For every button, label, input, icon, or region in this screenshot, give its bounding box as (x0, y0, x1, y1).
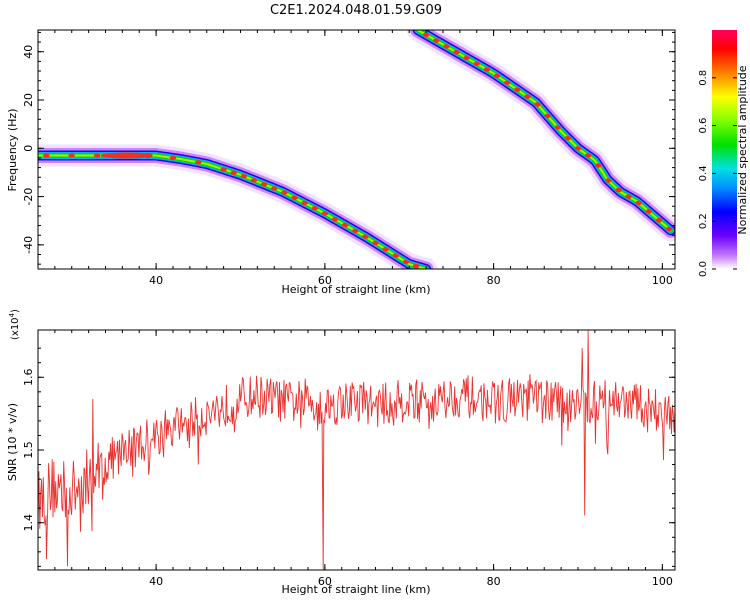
snr-x-axis-label: Height of straight line (km) (281, 583, 430, 596)
ridge-2-peak (473, 61, 480, 66)
ridge-2-peak (605, 178, 612, 183)
colorbar-ticks: 0.0 0.2 0.4 0.6 0.8 (698, 70, 737, 277)
ridge-2-peak (453, 50, 460, 55)
x-tick-label: 100 (652, 274, 673, 287)
ridge-1-peak (291, 195, 298, 200)
ridge-2-peak (483, 67, 491, 72)
colorbar-tick-label: 0.2 (698, 213, 709, 229)
ridge-2-peak (503, 80, 511, 85)
y-tick-label: 1.6 (22, 369, 35, 387)
ridge-1-peak (100, 152, 153, 159)
colorbar-tick-label: 0.4 (698, 165, 709, 181)
ridge-2-peak (595, 163, 602, 168)
ridge-1-peak (240, 174, 248, 179)
ridge-1-peak (281, 190, 288, 195)
ridge-2-peak (625, 194, 632, 199)
ridge-2-peak (463, 55, 470, 61)
ridge-1-peak (402, 259, 410, 265)
ridge-2-peak (433, 38, 440, 43)
ridge-1-peak (230, 170, 237, 175)
spectrogram-frame (37, 29, 676, 270)
ridge-1-peak (220, 167, 227, 172)
ridge-1-peak (321, 211, 329, 216)
ridge-1-peak (362, 234, 369, 239)
ridge-1-peak (301, 200, 308, 206)
ridge-2-peak (665, 226, 673, 232)
ridge-2-peak (584, 153, 592, 158)
ridge-2-peak (514, 87, 521, 92)
colorbar: 0.0 0.2 0.4 0.6 0.8 Normalized spectral ampl… (698, 30, 749, 277)
ridge-2-peak (524, 94, 531, 99)
ridge-2-peak (645, 209, 652, 214)
ridge-2-peak (635, 200, 642, 206)
ridge-1-peak (169, 155, 177, 161)
spectrogram-y-axis-label: Frequency (Hz) (6, 109, 19, 192)
ridge-1-peak (352, 228, 359, 234)
colorbar-tick-label: 0.6 (698, 118, 709, 134)
ridge-1-peak (250, 178, 258, 183)
x-tick-label: 40 (149, 274, 163, 287)
ridge-1-peak (195, 160, 202, 165)
ridge-1-peak (412, 263, 420, 269)
ridge-1-peak (68, 153, 75, 158)
y-tick-label: 1.5 (22, 441, 35, 459)
ridge-1-peak (331, 217, 339, 222)
x-tick-label: 80 (487, 575, 501, 588)
ridge-1-peak (372, 240, 379, 246)
colorbar-label: Normalized spectral amplitude (736, 65, 749, 234)
x-tick-label: 80 (487, 274, 501, 287)
spectrogram-panel: 40 60 80 100 40 20 0 -20 -40 Height of straight… (6, 29, 676, 296)
snr-y-ticks: 1.4 1.5 1.6 (22, 347, 675, 567)
y-tick-label: 1.4 (22, 514, 35, 532)
x-tick-label: 100 (652, 575, 673, 588)
colorbar-tick-label: 0.8 (698, 70, 709, 86)
ridge-1-peak (271, 186, 278, 191)
snr-series-line (38, 330, 675, 570)
snr-y-axis-label: SNR (10 * v/v) (6, 403, 19, 481)
spectrogram-plot-area (38, 30, 675, 269)
ridge-2-peak (493, 73, 501, 79)
snr-y-exponent: (x104) (8, 309, 21, 340)
ridge-1-peak (93, 153, 101, 158)
y-tick-label: 40 (22, 45, 35, 59)
colorbar-gradient (712, 30, 737, 269)
x-tick-label: 40 (149, 575, 163, 588)
y-tick-label: -40 (22, 236, 35, 254)
ridge-1-peak (260, 182, 268, 187)
ridge-2-peak (534, 102, 541, 107)
spectrogram-x-ticks: 40 60 80 100 (37, 30, 673, 287)
y-tick-label: 0 (22, 145, 35, 152)
ridge-1-peak (392, 253, 399, 258)
ridge-1-peak (382, 247, 389, 252)
spectrogram-x-axis-label: Height of straight line (km) (281, 283, 430, 296)
ridge-2-peak (443, 44, 450, 49)
ridge-2-peak (422, 32, 430, 37)
ridge-2-peak (544, 113, 551, 119)
x-tick-label: 60 (318, 575, 332, 588)
y-tick-label: 20 (22, 93, 35, 107)
x-tick-label: 60 (318, 274, 332, 287)
colorbar-tick-label: 0.0 (698, 261, 709, 277)
ridge-2-peak (554, 125, 561, 130)
snr-panel: 40 60 80 100 1.4 1.5 1.6 Height of straight l… (6, 309, 676, 596)
snr-x-ticks: 40 60 80 100 (37, 330, 673, 588)
spectrogram-y-ticks: 40 20 0 -20 -40 (22, 31, 675, 265)
ridge-2-peak (574, 146, 582, 151)
snr-plot-area (38, 330, 675, 570)
y-tick-label: -20 (22, 188, 35, 206)
ridge-1-peak (43, 153, 50, 158)
ridge-2-peak (615, 187, 622, 193)
ridge-1-peak (341, 222, 349, 228)
ridge-1-peak (311, 206, 318, 211)
ridge-2-peak (564, 136, 571, 141)
ridge-2-peak (655, 218, 663, 223)
figure-title: C2E1.2024.048.01.59.G09 (270, 3, 442, 18)
